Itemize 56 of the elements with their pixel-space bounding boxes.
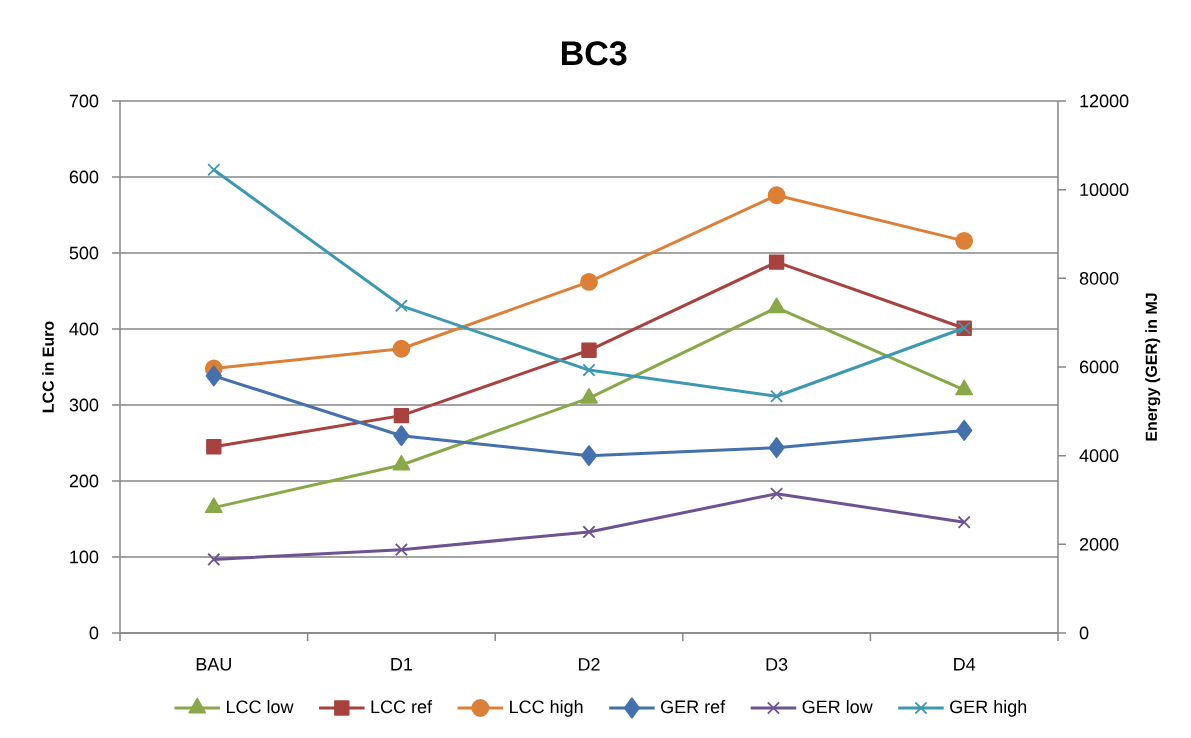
y-tick-label: 200 xyxy=(69,474,99,488)
point xyxy=(392,339,411,358)
x-tick-label: D4 xyxy=(954,658,976,671)
legend-label: LCC low xyxy=(226,699,294,714)
point xyxy=(955,379,974,396)
y2-tick-label: 10000 xyxy=(1080,183,1129,197)
point xyxy=(580,272,598,291)
y2-tick-label: 0 xyxy=(1079,626,1089,640)
y2-tick-label: 8000 xyxy=(1079,271,1119,285)
x-tick-label: D1 xyxy=(391,658,413,671)
x-tick-label: D3 xyxy=(766,658,788,671)
legend-label: LCC high xyxy=(510,699,583,717)
point xyxy=(392,454,411,471)
point xyxy=(580,445,598,467)
point xyxy=(394,543,408,557)
point xyxy=(582,363,596,377)
legend-label: LCC ref xyxy=(371,700,433,714)
point xyxy=(207,552,221,566)
y2-axis-title: Energy (GER) in MJ xyxy=(1145,293,1161,441)
y2-tick-label: 6000 xyxy=(1079,360,1119,374)
point xyxy=(955,231,974,250)
point xyxy=(207,163,221,177)
y2-tick-label: 12000 xyxy=(1080,94,1129,108)
point xyxy=(768,437,785,459)
y-tick-label: 600 xyxy=(69,170,99,184)
point xyxy=(767,186,786,205)
point xyxy=(393,425,410,447)
legend-label: GER low xyxy=(802,699,873,714)
point xyxy=(768,254,785,270)
y-tick-label: 100 xyxy=(70,550,99,564)
point xyxy=(767,297,786,314)
y-tick-label: 300 xyxy=(69,398,99,412)
x-tick-label: BAU xyxy=(196,658,231,671)
legend-label: GER high xyxy=(950,699,1027,717)
point xyxy=(580,388,598,404)
legend-label: GER ref xyxy=(661,700,726,714)
y-tick-label: 400 xyxy=(69,322,99,336)
point xyxy=(205,365,222,387)
chart-title: BC3 xyxy=(561,41,627,66)
y-tick-label: 500 xyxy=(69,246,99,260)
y-axis-title: LCC in Euro xyxy=(42,321,54,413)
point xyxy=(956,419,973,441)
point xyxy=(957,515,971,529)
y2-tick-label: 2000 xyxy=(1079,537,1119,551)
point xyxy=(770,487,784,501)
point xyxy=(394,299,408,313)
point xyxy=(206,439,222,455)
point xyxy=(770,389,784,403)
point xyxy=(393,407,410,424)
point xyxy=(582,525,596,539)
x-tick-label: D2 xyxy=(578,658,600,671)
y2-tick-label: 4000 xyxy=(1079,449,1119,463)
point xyxy=(204,497,223,514)
y-tick-label: 700 xyxy=(69,94,99,108)
point xyxy=(581,342,597,358)
y-tick-label: 0 xyxy=(89,626,99,640)
